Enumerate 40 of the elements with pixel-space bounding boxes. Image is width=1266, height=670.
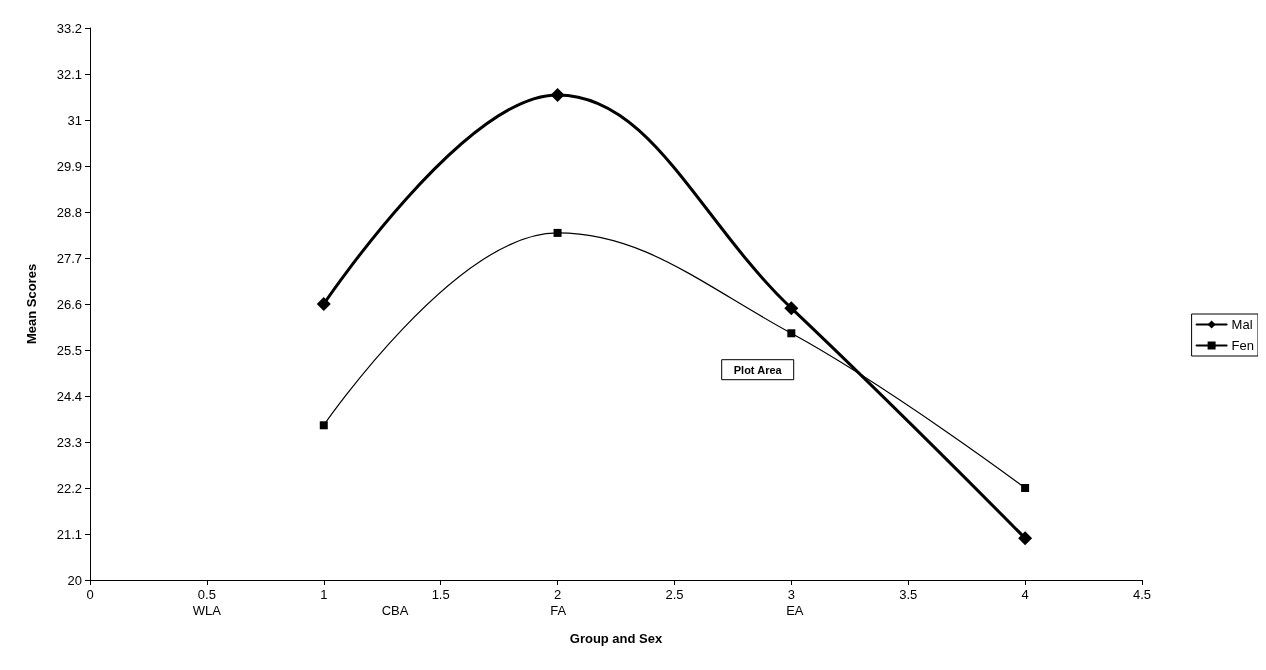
y-tick-label: 23.3 [56, 434, 82, 450]
point [1021, 484, 1030, 492]
x-tick-label: 3 [787, 587, 795, 602]
y-tick-label: 31 [67, 112, 82, 128]
y-tick-label: 33.2 [56, 20, 82, 36]
x-tick-label: 4.5 [1132, 587, 1152, 602]
x-tick-label: 3.5 [899, 587, 918, 602]
x-axis-title: Group and Sex [569, 631, 663, 646]
point [553, 228, 562, 237]
y-axis-title: Mean Scores [24, 263, 39, 345]
x-tick-label: 0 [86, 587, 94, 602]
point [319, 421, 328, 430]
x-tick-label: 0.5 [197, 587, 216, 602]
legend-label: Fen [1231, 338, 1255, 353]
text: EA [786, 603, 804, 618]
y-tick-label: 28.8 [56, 204, 82, 220]
x-tick-label: 1 [320, 587, 328, 602]
text: FA [550, 603, 567, 618]
annotation: Plot Area [733, 363, 783, 376]
x-tick-label: 2 [553, 587, 562, 602]
x-tick-label: 2.5 [665, 587, 684, 602]
legend-label: Mal [1231, 317, 1253, 332]
text: CBA [381, 603, 409, 618]
point [316, 297, 331, 311]
y-tick-label: 26.6 [56, 296, 82, 312]
point [1018, 531, 1033, 546]
text: WLA [192, 603, 222, 618]
point [787, 329, 796, 338]
y-tick-label: 24.4 [56, 388, 82, 404]
point [550, 87, 565, 102]
y-tick-label: 20 [67, 572, 82, 588]
y-tick-label: 29.9 [56, 158, 82, 174]
y-tick-label: 25.5 [56, 342, 82, 358]
y-tick-label: 32.1 [56, 66, 82, 82]
x-tick-label: 1.5 [431, 587, 450, 602]
y-tick-label: 22.2 [56, 480, 82, 496]
y-tick-label: 21.1 [56, 526, 82, 542]
point [784, 301, 799, 316]
x-tick-label: 4 [1021, 587, 1029, 602]
y-tick-label: 27.7 [56, 250, 82, 266]
